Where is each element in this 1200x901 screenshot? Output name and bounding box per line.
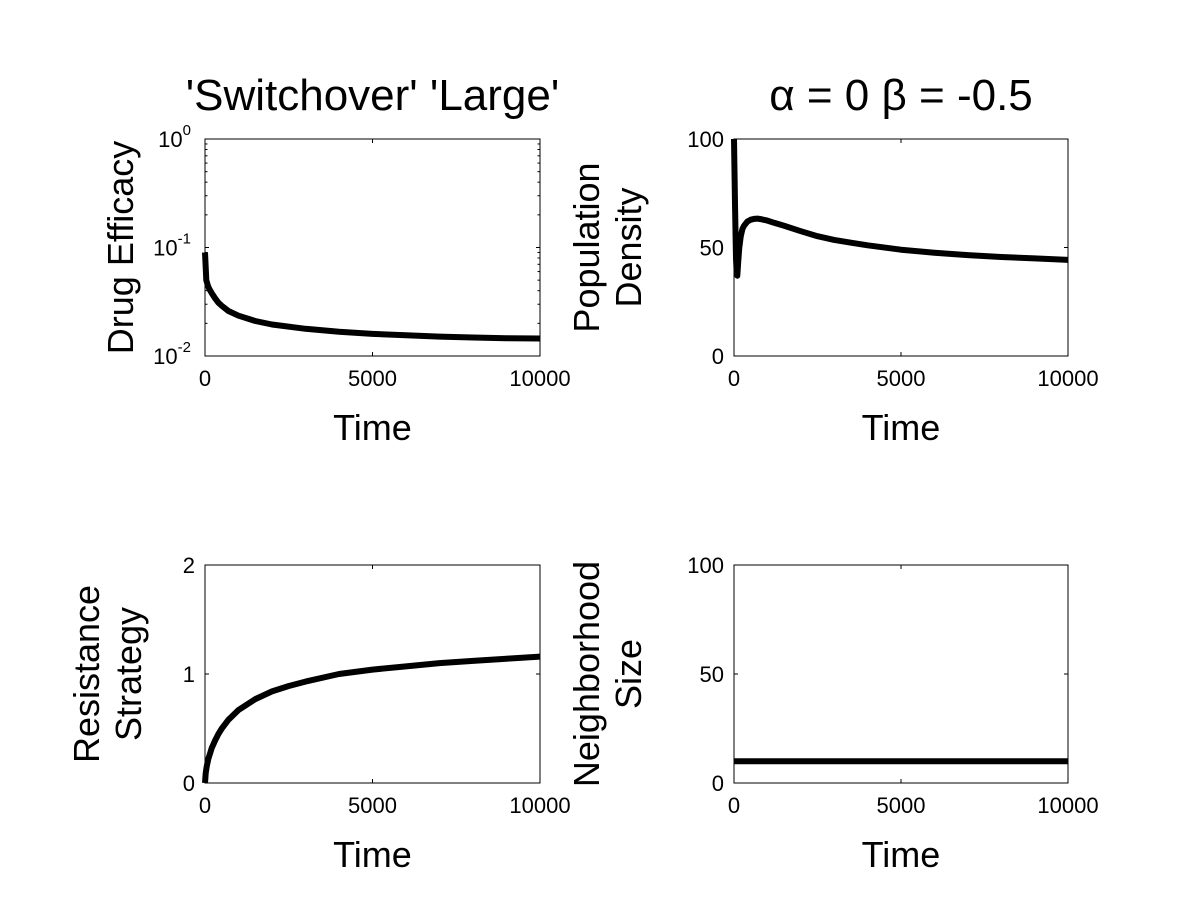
- axes-frame: [733, 564, 1069, 784]
- axes-frame: [204, 564, 541, 784]
- x-tick-label: 0: [199, 366, 211, 391]
- y-axis-label: NeighborhoodSize: [566, 561, 649, 787]
- subplot-resistance-strategy: 0 5000 10000 0 1 2 Time ResistanceStrategy: [66, 553, 571, 875]
- y-tick-label: 10-2: [153, 339, 191, 369]
- x-axis-label: Time: [333, 407, 412, 448]
- x-tick-label: 10000: [1037, 366, 1098, 391]
- series-line: [731, 138, 1069, 279]
- x-tick-label: 10000: [509, 366, 570, 391]
- x-axis-label: Time: [333, 834, 412, 875]
- x-tick-label: 5000: [348, 366, 397, 391]
- series-line: [202, 252, 541, 342]
- subplot-title: 'Switchover' 'Large': [186, 71, 560, 120]
- x-axis-label: Time: [862, 407, 941, 448]
- x-tick-label: 5000: [877, 366, 926, 391]
- y-tick-label: 50: [700, 662, 724, 687]
- y-tick-label: 0: [712, 344, 724, 369]
- subplot-population-density: 0 5000 10000 0 50 100 α = 0 β = -0.5 Time Popula…: [566, 71, 1099, 448]
- x-tick-label: 10000: [509, 793, 570, 818]
- y-tick-label: 100: [687, 127, 724, 152]
- x-tick-label: 0: [199, 793, 211, 818]
- y-tick-label: 0: [183, 771, 195, 796]
- y-axis-label: PopulationDensity: [566, 162, 649, 332]
- x-axis-label: Time: [862, 834, 941, 875]
- x-tick-label: 10000: [1037, 793, 1098, 818]
- y-tick-label: 10-1: [153, 231, 191, 261]
- x-tick-label: 5000: [348, 793, 397, 818]
- subplot-drug-efficacy: 0 5000 10000 10-2 10-1 100'Switchover' 'Large…: [100, 71, 571, 448]
- x-tick-label: 5000: [877, 793, 926, 818]
- y-tick-label: 0: [712, 771, 724, 796]
- y-axis-label: Drug Efficacy: [100, 141, 141, 354]
- y-tick-label: 2: [183, 553, 195, 578]
- subplot-title: α = 0 β = -0.5: [769, 71, 1033, 120]
- series-line: [202, 653, 541, 784]
- y-tick-label: 1: [183, 662, 195, 687]
- y-tick-label: 50: [700, 236, 724, 261]
- x-tick-label: 0: [728, 793, 740, 818]
- y-axis-label: ResistanceStrategy: [66, 585, 149, 763]
- y-tick-label: 100: [687, 553, 724, 578]
- y-tick-label: 100: [158, 122, 191, 152]
- subplot-neighborhood-size: 0 5000 10000 0 50 100 Time NeighborhoodSize: [566, 553, 1099, 875]
- x-tick-label: 0: [728, 366, 740, 391]
